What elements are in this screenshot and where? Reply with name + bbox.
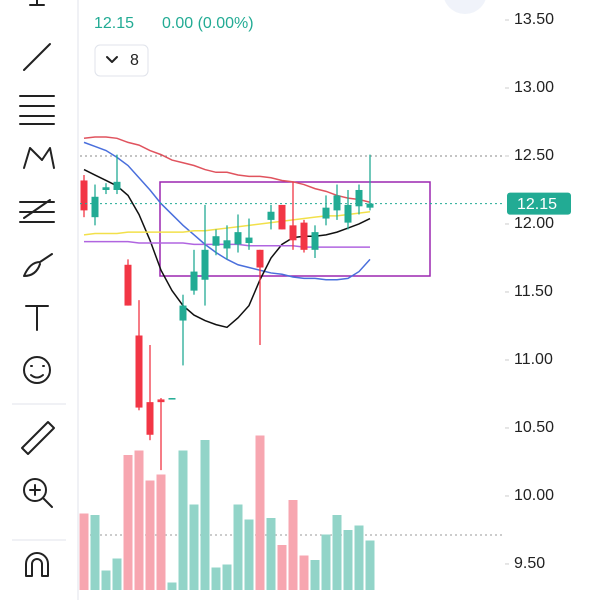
last-price-box	[507, 192, 571, 215]
header-price: 12.15	[94, 15, 134, 32]
candle-body	[179, 305, 187, 321]
candle-body	[135, 335, 143, 408]
chevron	[106, 56, 118, 63]
candle-body	[366, 203, 374, 208]
text-icon[interactable]	[25, 305, 49, 331]
candle-body	[190, 271, 198, 291]
indicator-count: 8	[130, 52, 139, 69]
volume-bar	[134, 450, 144, 590]
zoom-icon[interactable]	[23, 478, 47, 502]
candle-body	[322, 207, 330, 219]
crosshair-icon[interactable]	[29, 0, 45, 6]
forecast-icon[interactable]	[19, 199, 55, 223]
y-tick-label: 12.00	[514, 215, 554, 232]
volume-bar	[365, 540, 375, 590]
volume-bar	[200, 440, 210, 590]
candle-body	[333, 195, 341, 211]
candle-body	[113, 181, 121, 190]
candle-body	[157, 399, 165, 403]
indicator-line	[83, 136, 371, 203]
candle-body	[311, 232, 319, 250]
y-tick-label: 12.50	[514, 147, 554, 164]
indicator-button[interactable]	[94, 44, 149, 77]
volume-bar	[167, 582, 177, 590]
toolbar	[12, 0, 79, 600]
fib-icon[interactable]	[19, 95, 55, 125]
scroll-button[interactable]	[443, 0, 487, 14]
volume-bar	[90, 515, 100, 590]
candle-body	[344, 204, 352, 223]
candle-body	[256, 249, 264, 268]
y-tick-label: 13.50	[514, 11, 554, 28]
candle-body	[245, 237, 253, 244]
volume-bar	[189, 504, 199, 590]
volume-bar	[145, 480, 155, 590]
ruler-icon[interactable]	[21, 421, 55, 455]
volume-bar	[112, 558, 122, 590]
candle-body	[234, 232, 242, 245]
candle-body	[212, 236, 220, 246]
y-tick-label: 11.00	[514, 351, 553, 368]
candle-body	[278, 204, 286, 230]
volume-bar	[123, 455, 133, 590]
volume-bar	[321, 534, 331, 590]
pattern-icon[interactable]	[23, 147, 55, 169]
volume-bar	[332, 515, 342, 590]
y-tick-label: 10.00	[514, 487, 554, 504]
volume-bar	[222, 564, 232, 590]
volume-bar	[354, 525, 364, 590]
volume-bar	[233, 504, 243, 590]
indicator-toggle[interactable]: 8	[94, 44, 149, 77]
y-tick-label: 13.00	[514, 79, 554, 96]
emoji-icon[interactable]	[23, 356, 51, 384]
candle-body	[289, 225, 297, 241]
magnet-icon[interactable]	[25, 552, 49, 577]
volume-bar	[299, 555, 309, 590]
indicator-line	[83, 168, 371, 329]
y-tick-label: 10.50	[514, 419, 554, 436]
volume-bar	[244, 519, 254, 590]
y-tick-label: 11.50	[514, 283, 553, 300]
volume-bar	[178, 450, 188, 590]
volume-bar	[277, 545, 287, 590]
volume-bar	[266, 518, 276, 590]
volume-bar	[79, 513, 89, 590]
candle-body	[146, 402, 154, 435]
candle-body	[300, 222, 308, 250]
trendline-icon[interactable]	[23, 43, 51, 71]
volume-bar	[343, 530, 353, 590]
volume-bar	[288, 500, 298, 590]
candle-body	[267, 211, 275, 220]
volume-bar	[255, 435, 265, 590]
candle-body	[124, 264, 132, 306]
emoji-face	[30, 365, 45, 379]
y-tick-label: 9.50	[514, 555, 545, 572]
volume-bar	[156, 474, 166, 590]
plot: 9.50 10.00 10.50 11.00 11.50 12.00 12.50 13.00 1…	[79, 11, 571, 590]
volume-bar	[101, 570, 111, 590]
candle-body	[80, 180, 88, 211]
header-change: 0.00 (0.00%)	[162, 15, 254, 32]
volume-bar	[310, 560, 320, 590]
candle-body	[91, 196, 99, 218]
candle-body	[201, 249, 209, 280]
candle-body	[355, 189, 363, 207]
brush-icon[interactable]	[23, 253, 53, 277]
candle-body	[168, 398, 176, 400]
candle-body	[223, 240, 231, 249]
volume-bar	[211, 567, 221, 590]
candle-body	[102, 187, 110, 190]
zoom-glyph	[29, 484, 53, 508]
last-price-label: 12.15	[517, 196, 557, 213]
